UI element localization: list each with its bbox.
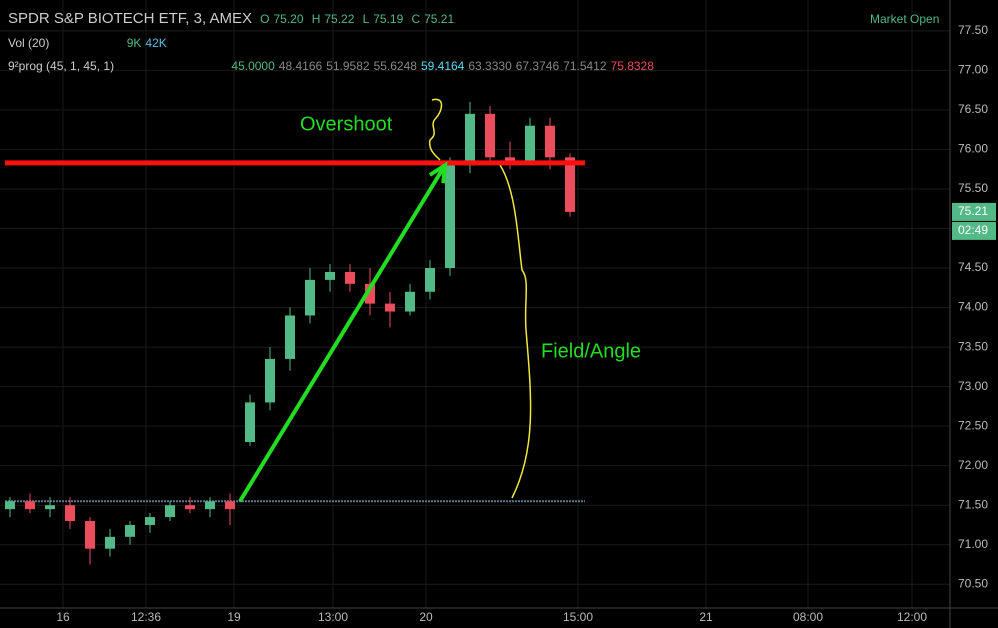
x-tick-label: 19 (227, 610, 241, 624)
candle-body (505, 157, 515, 162)
candle-body (345, 271, 355, 284)
price-tag (952, 202, 996, 221)
y-tick-label: 77.00 (958, 63, 988, 77)
candle-body (185, 505, 195, 510)
study-name[interactable]: Vol (20) (8, 36, 50, 50)
y-tick-label: 73.00 (958, 379, 988, 393)
candle-body (445, 165, 455, 269)
study-legend: 9²prog (45, 1, 45, 1) 45.0000 48.4166 51.9… (8, 59, 658, 73)
field-brace (499, 164, 532, 499)
candle-body (285, 315, 295, 359)
candle-body (265, 358, 275, 403)
x-tick-label: 15:00 (563, 610, 593, 624)
y-tick-label: 71.50 (958, 497, 988, 511)
study-value: 59.4164 (420, 59, 465, 73)
label: O (260, 12, 270, 26)
y-tick-label: 76.00 (958, 142, 988, 156)
candle-body (525, 125, 535, 162)
candle-body (465, 113, 475, 166)
candle-body (5, 501, 15, 510)
candle-body (305, 279, 315, 316)
x-tick-label: 12:36 (131, 610, 161, 624)
label: L (362, 12, 370, 26)
candle-body (385, 303, 395, 312)
x-tick-label: 16 (56, 610, 70, 624)
x-tick-label: 13:00 (318, 610, 348, 624)
label: C (411, 12, 421, 26)
study-value: 75.8328 (610, 59, 654, 73)
candle-body (145, 517, 155, 525)
overshoot-brace (428, 98, 443, 161)
x-tick-label: 12:00 (897, 610, 927, 624)
price-axis (950, 0, 998, 628)
x-tick-label: 21 (699, 610, 713, 624)
y-tick-label: 72.50 (958, 418, 988, 432)
value: 9K (126, 36, 142, 50)
label: H (311, 12, 321, 26)
study-value: 51.9582 (326, 59, 370, 73)
y-tick-label: 74.00 (958, 300, 988, 314)
y-tick-label: 71.00 (958, 537, 988, 551)
price-tag-label: 75.21 (958, 204, 988, 218)
x-tick-label: 20 (419, 610, 433, 624)
value: 75.19 (373, 12, 404, 26)
y-tick-label: 73.50 (958, 339, 988, 353)
candle-body (105, 536, 115, 549)
value: 75.21 (424, 12, 455, 26)
x-tick-label: 08:00 (793, 610, 823, 624)
market-status: Market Open (870, 12, 940, 26)
candle-body (245, 402, 255, 442)
candle-body (85, 521, 95, 549)
y-tick-label: 74.50 (958, 260, 988, 274)
candle-body (325, 271, 335, 280)
annotation: Field/Angle (541, 340, 641, 362)
candle-body (225, 501, 235, 510)
legend-row: SPDR S&P BIOTECH ETF, 3, AMEX O 75.20 H 75… (8, 10, 458, 27)
candle-body (25, 501, 35, 510)
study-value: 55.6248 (373, 59, 417, 73)
candle-body (405, 291, 415, 312)
annotation: Overshoot (300, 113, 393, 135)
candle-body (365, 283, 375, 304)
candle-body (205, 501, 215, 510)
countdown-tag (952, 221, 996, 240)
value: 42K (145, 36, 167, 50)
y-tick-label: 77.50 (958, 23, 988, 37)
candle-body (45, 505, 55, 510)
volume-legend: Vol (20) 9K 42K (8, 36, 171, 50)
candle-body (165, 505, 175, 518)
value: 75.22 (324, 12, 355, 26)
trend-arrow (238, 164, 447, 503)
candle-body (425, 268, 435, 292)
value: 75.20 (273, 12, 304, 26)
study-name[interactable]: 9²prog (45, 1, 45, 1) (8, 59, 115, 73)
study-value: 48.4166 (278, 59, 323, 73)
y-tick-label: 72.00 (958, 458, 988, 472)
countdown-label: 02:49 (958, 223, 988, 237)
arrow-head (428, 161, 448, 184)
candle-body (545, 125, 555, 158)
study-value: 45.0000 (231, 59, 275, 73)
symbol[interactable]: SPDR S&P BIOTECH ETF, 3, AMEX (8, 10, 252, 27)
y-tick-label: 75.50 (958, 181, 988, 195)
study-value: 63.3330 (468, 59, 512, 73)
study-value: 67.3746 (515, 59, 560, 73)
study-value: 71.5412 (563, 59, 607, 73)
candle-body (485, 113, 495, 158)
y-tick-label: 70.50 (958, 576, 988, 590)
y-tick-label: 76.50 (958, 102, 988, 116)
candle-body (565, 157, 575, 212)
candle-body (125, 524, 135, 537)
candle-body (65, 505, 75, 522)
